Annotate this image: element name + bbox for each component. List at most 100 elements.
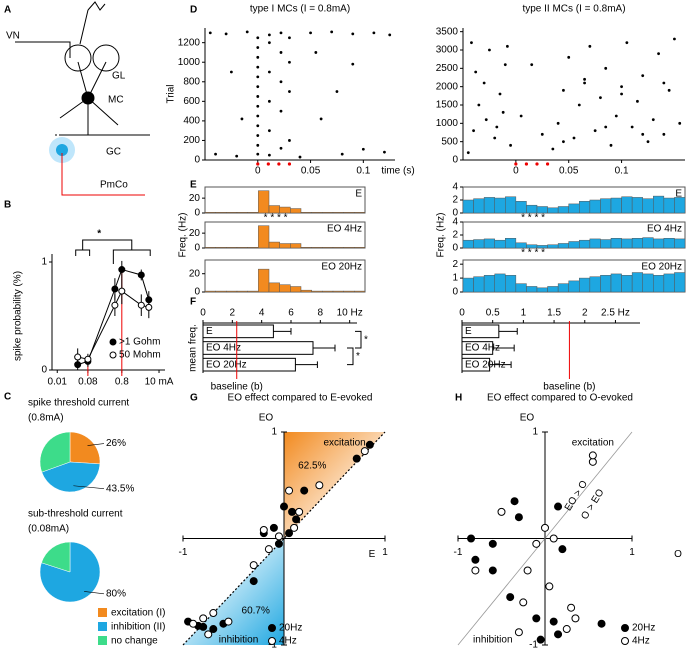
spike: [240, 117, 244, 121]
point: [554, 630, 563, 639]
spike: [501, 110, 505, 114]
histogram-bar: [300, 212, 312, 214]
annotation: *: [364, 334, 368, 345]
point: [292, 515, 301, 524]
x-tick-label: 1.5: [547, 308, 561, 319]
histogram-bar: [547, 244, 559, 249]
histogram-bar: [526, 286, 538, 293]
error-bar: [273, 328, 292, 335]
point: [549, 617, 558, 626]
stimulus-marker: [535, 162, 539, 166]
spike: [620, 85, 623, 89]
glomerulus: [92, 44, 120, 72]
x-tick-label: 0.1: [356, 166, 370, 177]
histogram-bar: [610, 238, 622, 249]
x-tick-label: 2: [582, 308, 588, 319]
spike: [279, 146, 283, 150]
spike: [298, 155, 302, 159]
y-tick-label: 0: [452, 155, 458, 166]
histogram-bar: [279, 243, 291, 249]
spike: [474, 70, 478, 74]
spike: [256, 134, 260, 137]
histogram-bar: [462, 239, 474, 249]
spike: [641, 132, 645, 136]
spike: [330, 30, 334, 34]
point: [209, 625, 218, 634]
y-tick-label: 1500: [436, 100, 459, 111]
histogram-bar: [268, 282, 280, 293]
histogram-bar: [290, 286, 302, 293]
pie-slice: [69, 431, 101, 465]
histogram-bar: [332, 290, 344, 293]
spike: [245, 30, 249, 34]
histogram-bar: [483, 197, 495, 214]
histogram-bar: [621, 275, 633, 293]
spike: [657, 52, 660, 56]
panel-label: EO 4Hz: [647, 224, 682, 235]
point: [118, 287, 126, 295]
spike: [673, 37, 676, 41]
point: [571, 614, 580, 623]
histogram-bar: [215, 247, 227, 249]
histogram-bar: [663, 238, 675, 249]
x-tick-label: 2.5 Hz: [601, 308, 630, 319]
pie-value-label: 43.5%: [106, 483, 134, 494]
point: [506, 593, 515, 602]
point: [280, 502, 288, 511]
histogram-bar: [642, 198, 654, 214]
spike: [551, 147, 555, 151]
annotation: * * * *: [521, 213, 545, 224]
chart-title: type II MCs (I = 0.8mA): [522, 4, 625, 15]
y-axis-label: mean freq.: [188, 324, 199, 372]
histogram-bar: [247, 290, 259, 293]
histogram-bar: [579, 239, 591, 249]
x-tick-label: 4: [259, 308, 265, 319]
point: [145, 303, 153, 311]
y-tick-label: 2: [452, 195, 458, 206]
glomerulus: [64, 44, 92, 72]
legend-marker: [109, 351, 117, 359]
spike: [599, 96, 602, 100]
histogram-bar: [215, 290, 227, 293]
legend-swatch: [98, 608, 107, 617]
spike: [256, 114, 260, 118]
y-axis-label: EO: [520, 413, 535, 424]
histogram-bar: [236, 247, 248, 249]
histogram-bar: [247, 212, 259, 214]
panel-label: EO 4Hz: [327, 224, 362, 235]
spike: [588, 44, 592, 48]
histogram-bar: [462, 277, 474, 293]
stimulus-marker: [277, 162, 281, 166]
histogram-bar: [462, 199, 474, 214]
point: [523, 566, 532, 575]
point: [519, 598, 528, 607]
point: [488, 539, 497, 548]
point: [567, 603, 576, 612]
legend-label: excitation (I): [111, 608, 165, 619]
point: [137, 271, 145, 279]
histogram-bar: [515, 201, 527, 214]
x-axis-label: E: [369, 549, 376, 560]
histogram-bar: [579, 277, 591, 293]
x-tick-label: 0.01: [48, 377, 68, 388]
point: [562, 625, 571, 634]
spike: [530, 63, 534, 67]
point: [111, 285, 119, 293]
histogram-bar: [332, 247, 344, 249]
histogram-bar: [226, 290, 238, 293]
legend-label: 20Hz: [279, 623, 302, 634]
histogram-bar: [568, 203, 580, 214]
histogram-bar: [589, 238, 601, 249]
region-label: 60.7%: [242, 606, 270, 617]
point: [285, 529, 294, 538]
point: [269, 523, 278, 532]
x-tick-label: 1: [382, 547, 388, 558]
histogram-bar: [354, 290, 366, 293]
y-tick-label: 0: [41, 365, 47, 376]
diagram-label: VN: [6, 31, 20, 42]
mc-process: [59, 61, 150, 136]
annotation: *: [97, 229, 101, 240]
pie-subtitle: (0.8mA): [28, 413, 64, 424]
histogram-bar: [557, 243, 569, 249]
